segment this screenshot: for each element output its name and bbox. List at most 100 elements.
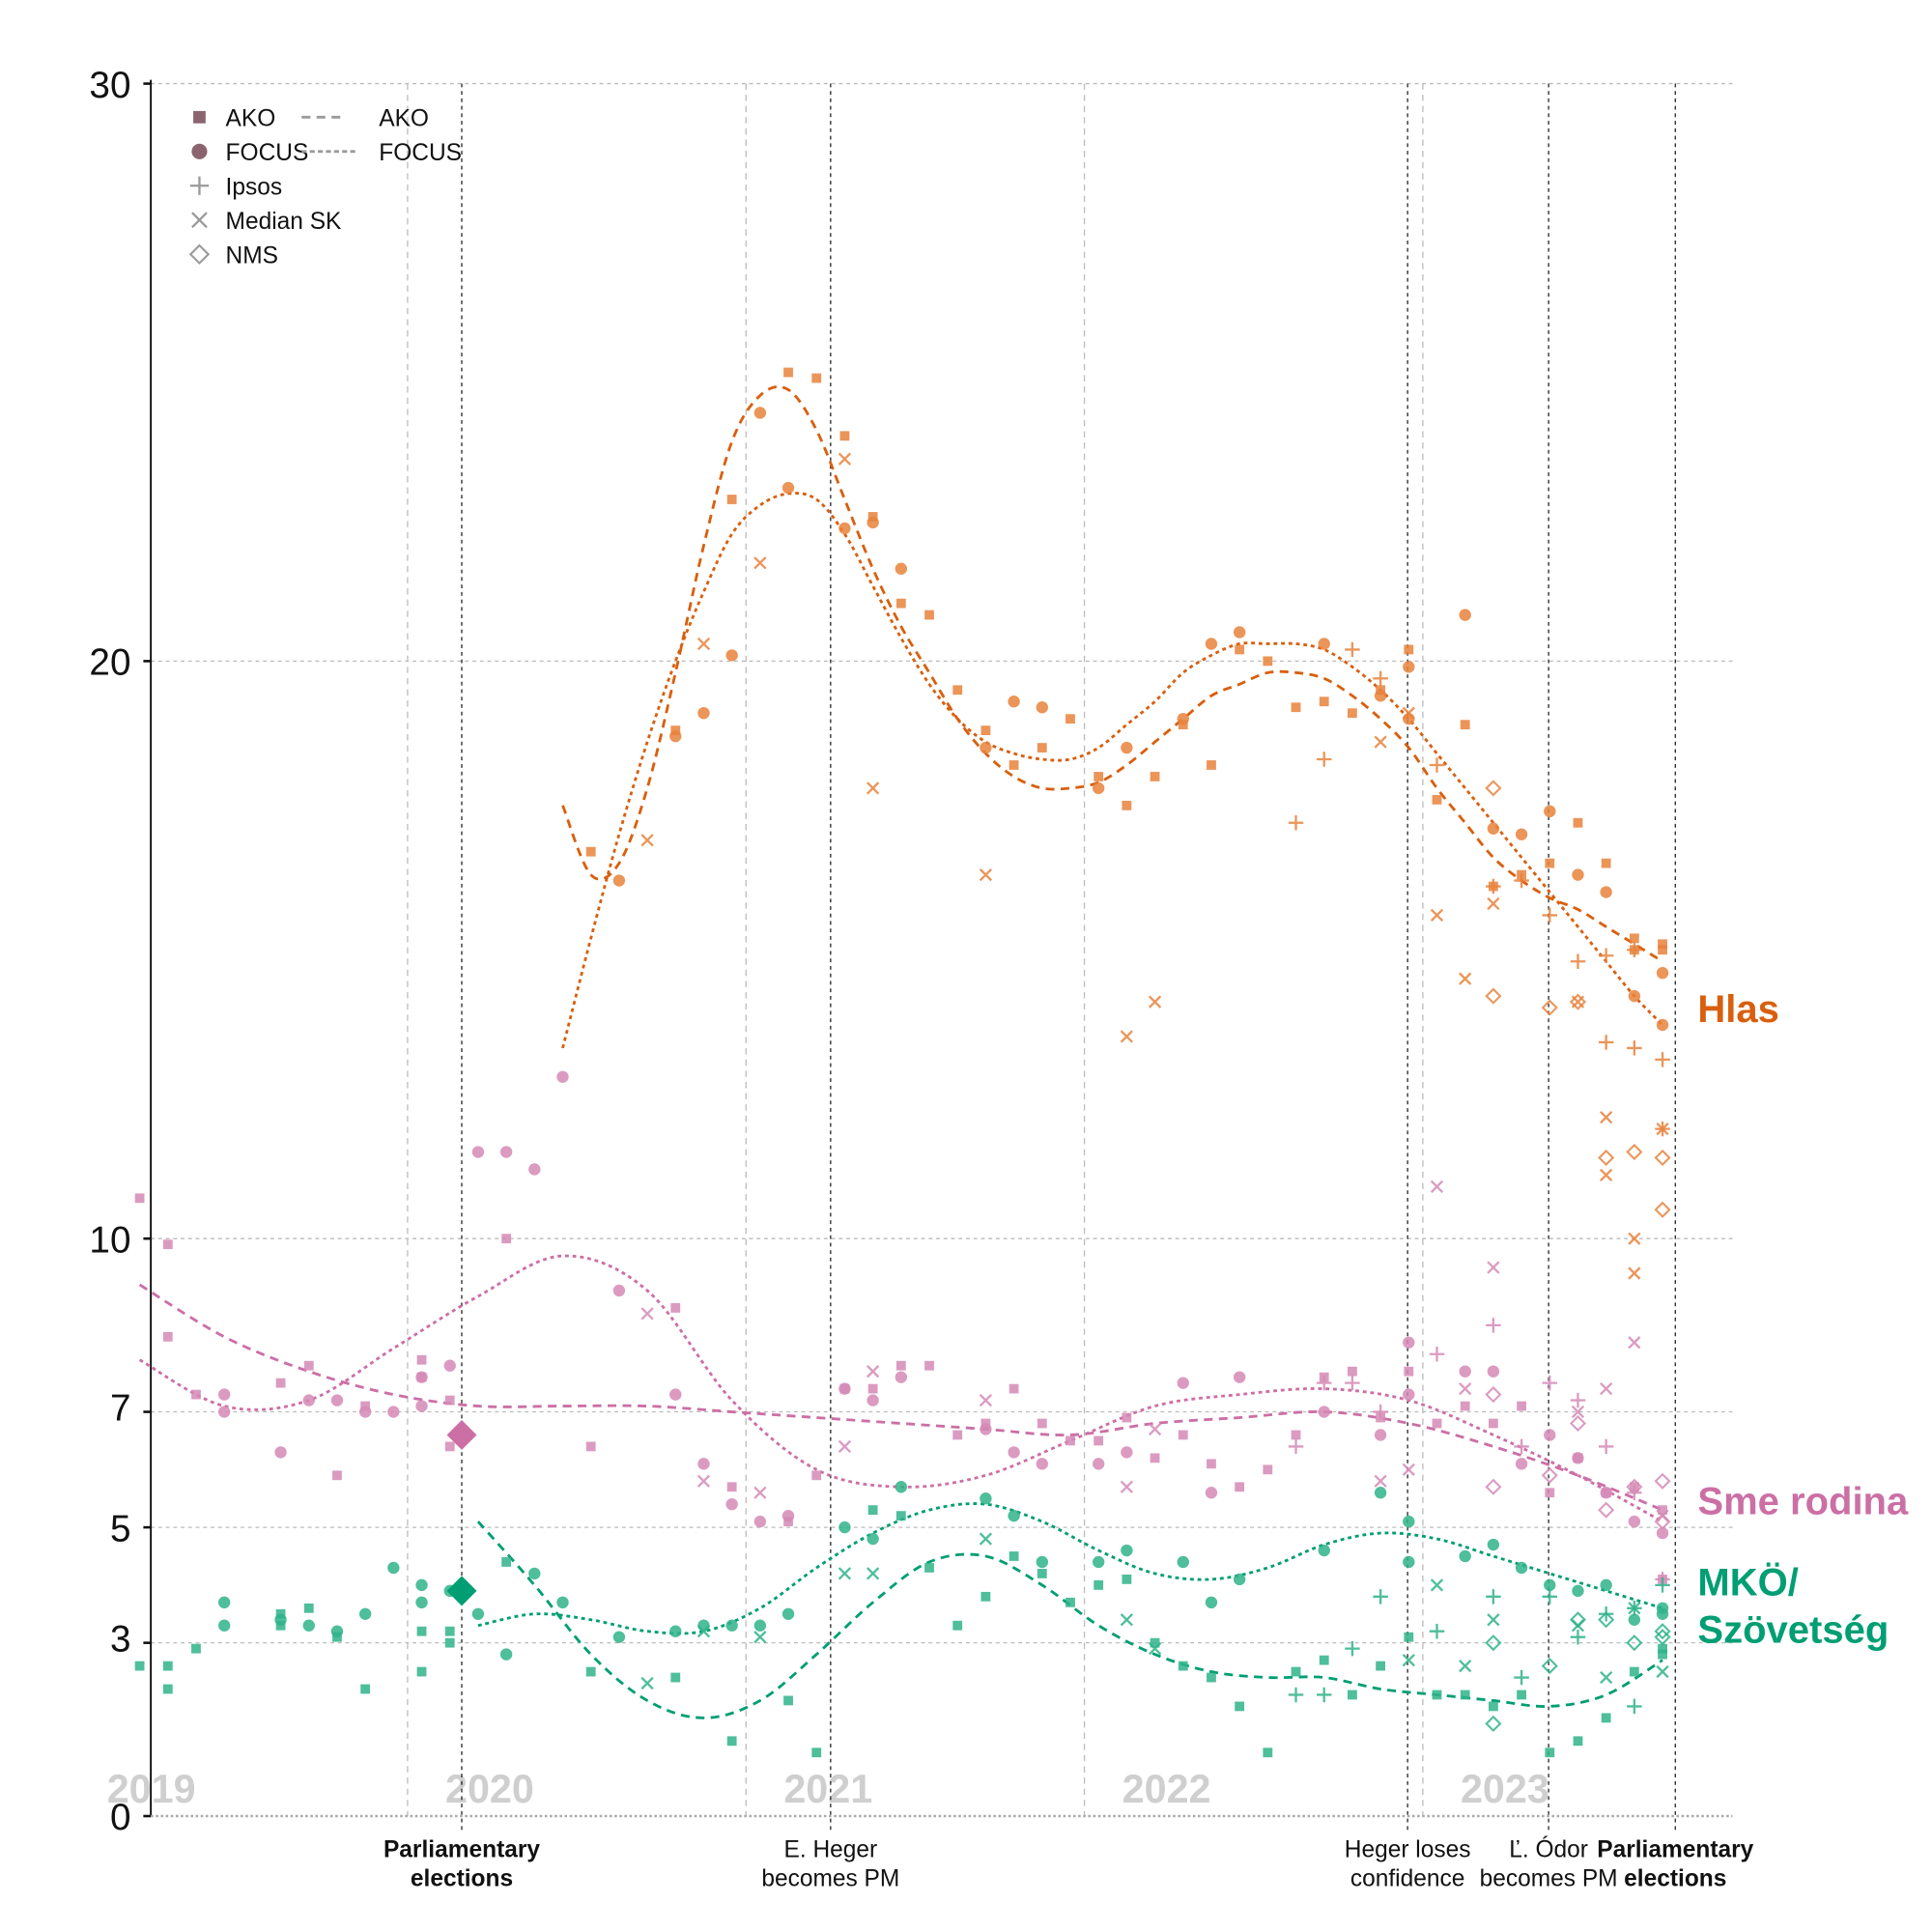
party-labels: Hlas Sme rodina MKÖ/Szövetség bbox=[1697, 988, 1909, 1652]
sme-rodina-ako-point bbox=[1037, 1418, 1047, 1429]
sme-rodina-ako-point bbox=[1009, 1383, 1019, 1394]
party-label: MKÖ/ bbox=[1697, 1561, 1798, 1605]
mk-sz-vets-g-focus-point bbox=[1205, 1596, 1218, 1609]
sme-rodina-median-sk-point bbox=[1571, 1405, 1585, 1419]
sme-rodina-ipsos-point bbox=[1598, 1438, 1614, 1455]
sme-rodina-ipsos-point bbox=[1514, 1438, 1529, 1455]
mk-sz-vets-g-focus-point bbox=[1403, 1555, 1415, 1569]
mk-sz-vets-g-median-sk-point bbox=[1487, 1613, 1500, 1627]
sme-rodina-ako-point bbox=[895, 1360, 906, 1371]
sme-rodina-ako-point bbox=[1178, 1430, 1188, 1440]
sme-rodina-focus-point bbox=[1092, 1458, 1105, 1470]
sme-rodina-ipsos-point bbox=[1316, 1375, 1332, 1391]
sme-rodina-median-sk-point bbox=[1459, 1381, 1472, 1396]
hlas-ako-point bbox=[980, 725, 991, 736]
hlas-focus-point bbox=[1403, 661, 1415, 673]
legend-label: Median SK bbox=[226, 209, 343, 235]
hlas-median-sk-point bbox=[1120, 1030, 1133, 1043]
sme-rodina-nms-point bbox=[1626, 1478, 1643, 1495]
hlas-median-sk-point bbox=[1374, 735, 1387, 749]
mk-sz-vets-g-focus-point bbox=[415, 1578, 428, 1592]
mk-sz-vets-g-nms-point bbox=[1598, 1611, 1615, 1629]
hlas-focus-point bbox=[838, 522, 851, 535]
mk-sz-vets-g-focus-point bbox=[330, 1625, 344, 1637]
sme-rodina-focus-point bbox=[669, 1388, 682, 1401]
sme-rodina-focus-point bbox=[274, 1446, 287, 1459]
mk-sz-vets-g-election-result-diamond bbox=[446, 1576, 477, 1606]
sme-rodina-median-sk-point bbox=[1487, 1261, 1500, 1274]
hlas-focus-point bbox=[1600, 886, 1612, 898]
sme-rodina-focus-point bbox=[358, 1406, 372, 1418]
mk-sz-vets-g-ako-point bbox=[1263, 1747, 1273, 1758]
hlas-ipsos-point bbox=[1373, 670, 1388, 687]
sme-rodina-nms-point bbox=[1654, 1472, 1671, 1490]
sme-rodina-focus-point bbox=[1459, 1365, 1471, 1378]
sme-rodina-focus-point bbox=[387, 1406, 400, 1418]
sme-rodina-focus-point bbox=[1403, 1388, 1415, 1401]
year-label: 2023 bbox=[1461, 1767, 1549, 1811]
mk-sz-vets-g-median-sk-point bbox=[696, 1625, 711, 1638]
sme-rodina-nms-point bbox=[1654, 1513, 1671, 1530]
mk-sz-vets-g-focus-point bbox=[217, 1619, 231, 1632]
hlas-ako-point bbox=[924, 610, 934, 620]
mk-sz-vets-g-focus-point bbox=[1515, 1561, 1528, 1575]
hlas-focus-point bbox=[1121, 741, 1133, 754]
mk-sz-vets-g-ako-point bbox=[1037, 1569, 1047, 1578]
mk-sz-vets-g-focus-point bbox=[1656, 1607, 1669, 1620]
sme-rodina-median-sk-point bbox=[753, 1486, 767, 1499]
hlas-ako-point bbox=[1573, 817, 1583, 828]
hlas-ako-point bbox=[1601, 858, 1611, 868]
mk-sz-vets-g-ako-point bbox=[303, 1603, 314, 1613]
sme-rodina-focus-point bbox=[1177, 1377, 1189, 1389]
mk-sz-vets-g-ako-point bbox=[867, 1505, 878, 1516]
sme-rodina-median-sk-point bbox=[1148, 1422, 1162, 1436]
hlas-ako-point bbox=[1235, 644, 1245, 655]
hlas-ako-point bbox=[1404, 644, 1414, 655]
sme-rodina-ipsos-point bbox=[1345, 1375, 1360, 1391]
mk-sz-vets-g-nms-point bbox=[1626, 1634, 1643, 1652]
hlas-median-sk-point bbox=[838, 452, 852, 466]
mk-sz-vets-g-ipsos-point bbox=[1655, 1577, 1670, 1593]
sme-rodina-ako-point bbox=[1658, 1505, 1667, 1516]
hlas-median-sk-point bbox=[1628, 1266, 1641, 1280]
sme-rodina-focus-point bbox=[499, 1146, 513, 1158]
y-tick-label: 3 bbox=[110, 1619, 131, 1661]
mk-sz-vets-g-median-sk-point bbox=[867, 1567, 880, 1580]
hlas-ako-point bbox=[1460, 720, 1470, 730]
mk-sz-vets-g-ako-point bbox=[1488, 1701, 1498, 1712]
sme-rodina-focus-point bbox=[217, 1406, 231, 1418]
mk-sz-vets-g-ipsos-point bbox=[1345, 1640, 1360, 1657]
sme-rodina-nms-point bbox=[1569, 1414, 1587, 1433]
sme-rodina-focus-point bbox=[697, 1458, 710, 1470]
legend-label: FOCUS bbox=[226, 140, 309, 166]
sme-rodina-focus-point bbox=[838, 1382, 851, 1395]
mk-sz-vets-g-focus-point bbox=[1092, 1555, 1105, 1569]
sme-rodina-nms-point bbox=[1485, 1478, 1502, 1495]
mk-sz-vets-g-ipsos-point bbox=[1373, 1589, 1388, 1605]
sme-rodina-ako-point bbox=[275, 1378, 286, 1388]
mk-sz-vets-g-focus-point bbox=[697, 1619, 710, 1632]
sme-rodina-median-sk-point bbox=[1374, 1474, 1387, 1488]
mk-sz-vets-g-ipsos-point bbox=[1627, 1698, 1642, 1715]
sme-rodina-ipsos-point bbox=[1570, 1392, 1586, 1408]
legend-cross-icon bbox=[191, 212, 208, 229]
mk-sz-vets-g-focus-point bbox=[499, 1648, 513, 1661]
mk-sz-vets-g-median-sk-point bbox=[640, 1676, 654, 1690]
mk-sz-vets-g-ako-point bbox=[952, 1620, 963, 1631]
hlas-focus-point bbox=[1233, 626, 1246, 639]
mk-sz-vets-g-ako-point bbox=[1235, 1701, 1245, 1712]
mk-sz-vets-g-ako-point bbox=[162, 1684, 173, 1694]
hlas-ako-point bbox=[1658, 945, 1667, 955]
mk-sz-vets-g-focus-point bbox=[1487, 1538, 1500, 1551]
mk-sz-vets-g-ako-point bbox=[1122, 1574, 1132, 1584]
hlas-ipsos-point bbox=[1345, 641, 1360, 658]
sme-rodina-ako-point bbox=[1545, 1488, 1555, 1498]
mk-sz-vets-g-ako-point bbox=[585, 1666, 596, 1677]
sme-rodina-focus-point bbox=[1374, 1429, 1387, 1441]
hlas-focus-point bbox=[1656, 1018, 1669, 1032]
hlas-focus-point bbox=[1459, 609, 1471, 621]
mk-sz-vets-g-focus-point bbox=[1233, 1573, 1246, 1586]
hlas-ipsos-point bbox=[1598, 1035, 1614, 1050]
mk-sz-vets-g-median-sk-point bbox=[1148, 1642, 1162, 1656]
